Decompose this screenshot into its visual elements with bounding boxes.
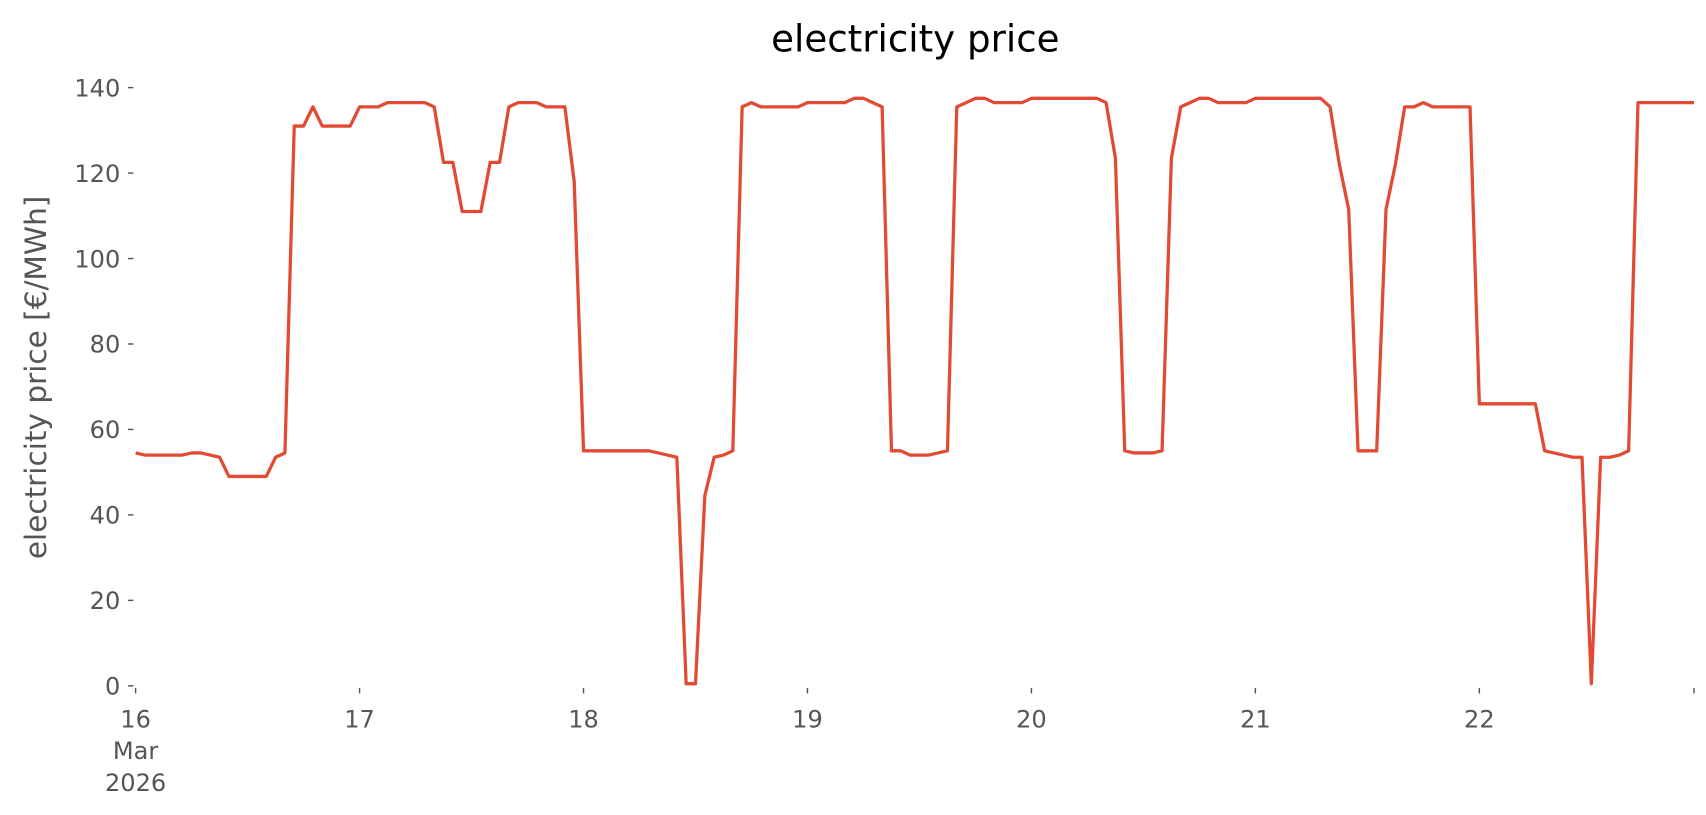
y-tick-label: 0 [105, 673, 120, 701]
y-tick-label: 20 [90, 587, 121, 615]
x-tick-label-line: 2026 [105, 769, 166, 797]
y-tick-label: 140 [74, 74, 120, 102]
y-axis-label: electricity price [€/MWh] [19, 196, 53, 559]
x-tick-label: 16 Mar 2026 [105, 705, 166, 796]
x-tick-label: 21 [1240, 705, 1271, 733]
y-tick-label: 100 [74, 245, 120, 273]
x-tick-label: 20 [1016, 705, 1047, 733]
price-line [135, 96, 1694, 686]
y-tick-label: 120 [74, 160, 120, 188]
y-tick-label: 40 [90, 502, 121, 530]
x-tick-label-line: Mar [113, 737, 158, 765]
x-tick-label: 22 [1464, 705, 1495, 733]
x-tick-label: 19 [792, 705, 823, 733]
y-tick-label: 80 [90, 331, 121, 359]
x-tick-label: 18 [568, 705, 599, 733]
x-tick-label-line: 16 [120, 705, 151, 733]
y-tick-label: 60 [90, 416, 121, 444]
chart-title: electricity price [771, 17, 1059, 61]
x-tick-label: 17 [344, 705, 375, 733]
